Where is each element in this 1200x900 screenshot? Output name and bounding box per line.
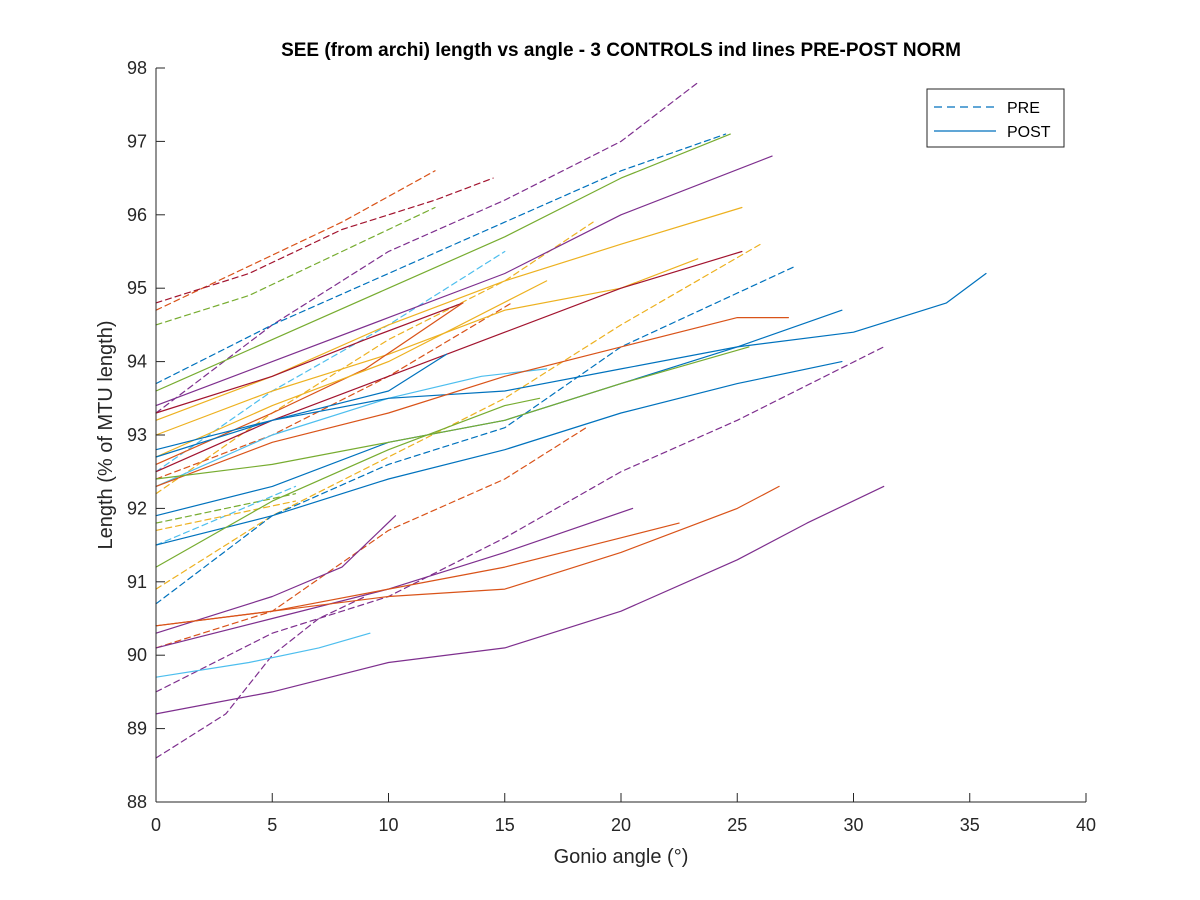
y-tick-label-7: 95 xyxy=(127,278,147,298)
series-line-post-28 xyxy=(155,317,789,487)
y-axis-label: Length (% of MTU length) xyxy=(95,321,117,550)
series-line-post-37 xyxy=(155,485,885,715)
series-line-pre-9 xyxy=(155,265,796,605)
y-tick-label-8: 96 xyxy=(127,205,147,225)
axes-layer: 0 5 10 15 20 25 30 35 40 88 89 90 91 92 93 94 95 96 97 98 xyxy=(127,58,1096,835)
series-line-post-36 xyxy=(155,632,371,678)
series-line-post-32 xyxy=(155,515,397,634)
series-line-pre-13 xyxy=(155,427,587,649)
series-line-pre-15 xyxy=(155,595,366,759)
x-tick-label-7: 35 xyxy=(960,815,980,835)
x-tick-label-0: 0 xyxy=(151,815,161,835)
x-tick-label-3: 15 xyxy=(495,815,515,835)
series-line-post-16 xyxy=(155,133,731,392)
series-line-pre-4 xyxy=(155,133,727,385)
x-tick-label-5: 25 xyxy=(727,815,747,835)
series-line-post-23 xyxy=(155,280,548,458)
x-axis-label: Gonio angle (°) xyxy=(554,846,689,868)
y-tick-label-1: 89 xyxy=(127,719,147,739)
y-tick-label-2: 90 xyxy=(127,645,147,665)
legend: PRE POST xyxy=(926,88,1065,148)
series-line-pre-6 xyxy=(155,221,594,495)
x-tick-label-4: 20 xyxy=(611,815,631,835)
chart-title: SEE (from archi) length vs angle - 3 CON… xyxy=(281,40,961,61)
legend-label-post: POST xyxy=(1007,124,1051,141)
y-tick-label-10: 98 xyxy=(127,58,147,78)
series-line-post-31 xyxy=(155,397,541,568)
series-line-post-18 xyxy=(155,206,743,421)
y-tick-label-6: 94 xyxy=(127,352,147,372)
series-line-pre-2 xyxy=(155,177,494,304)
series-line-post-30 xyxy=(155,361,843,546)
series-line-post-17 xyxy=(155,155,773,407)
series-line-pre-3 xyxy=(155,82,699,414)
legend-label-pre: PRE xyxy=(1007,100,1040,117)
series-line-post-35 xyxy=(155,485,780,627)
series-line-pre-10 xyxy=(155,493,297,524)
y-tick-label-9: 97 xyxy=(127,131,147,151)
series-line-pre-0 xyxy=(155,170,436,311)
y-tick-label-3: 91 xyxy=(127,572,147,592)
y-tick-label-4: 92 xyxy=(127,498,147,518)
series-line-pre-12 xyxy=(155,500,297,531)
x-tick-label-2: 10 xyxy=(378,815,398,835)
x-tick-label-8: 40 xyxy=(1076,815,1096,835)
series-line-pre-1 xyxy=(155,206,436,326)
series-line-post-24 xyxy=(155,353,448,451)
series-line-pre-14 xyxy=(155,346,885,693)
x-tick-label-6: 30 xyxy=(843,815,863,835)
series-layer xyxy=(155,82,987,759)
x-tick-label-1: 5 xyxy=(267,815,277,835)
legend-box xyxy=(926,88,1065,148)
series-line-post-29 xyxy=(155,346,750,480)
plot-area xyxy=(156,68,1086,802)
y-tick-label-0: 88 xyxy=(127,792,147,812)
y-tick-label-5: 93 xyxy=(127,425,147,445)
series-line-post-21 xyxy=(155,302,464,414)
